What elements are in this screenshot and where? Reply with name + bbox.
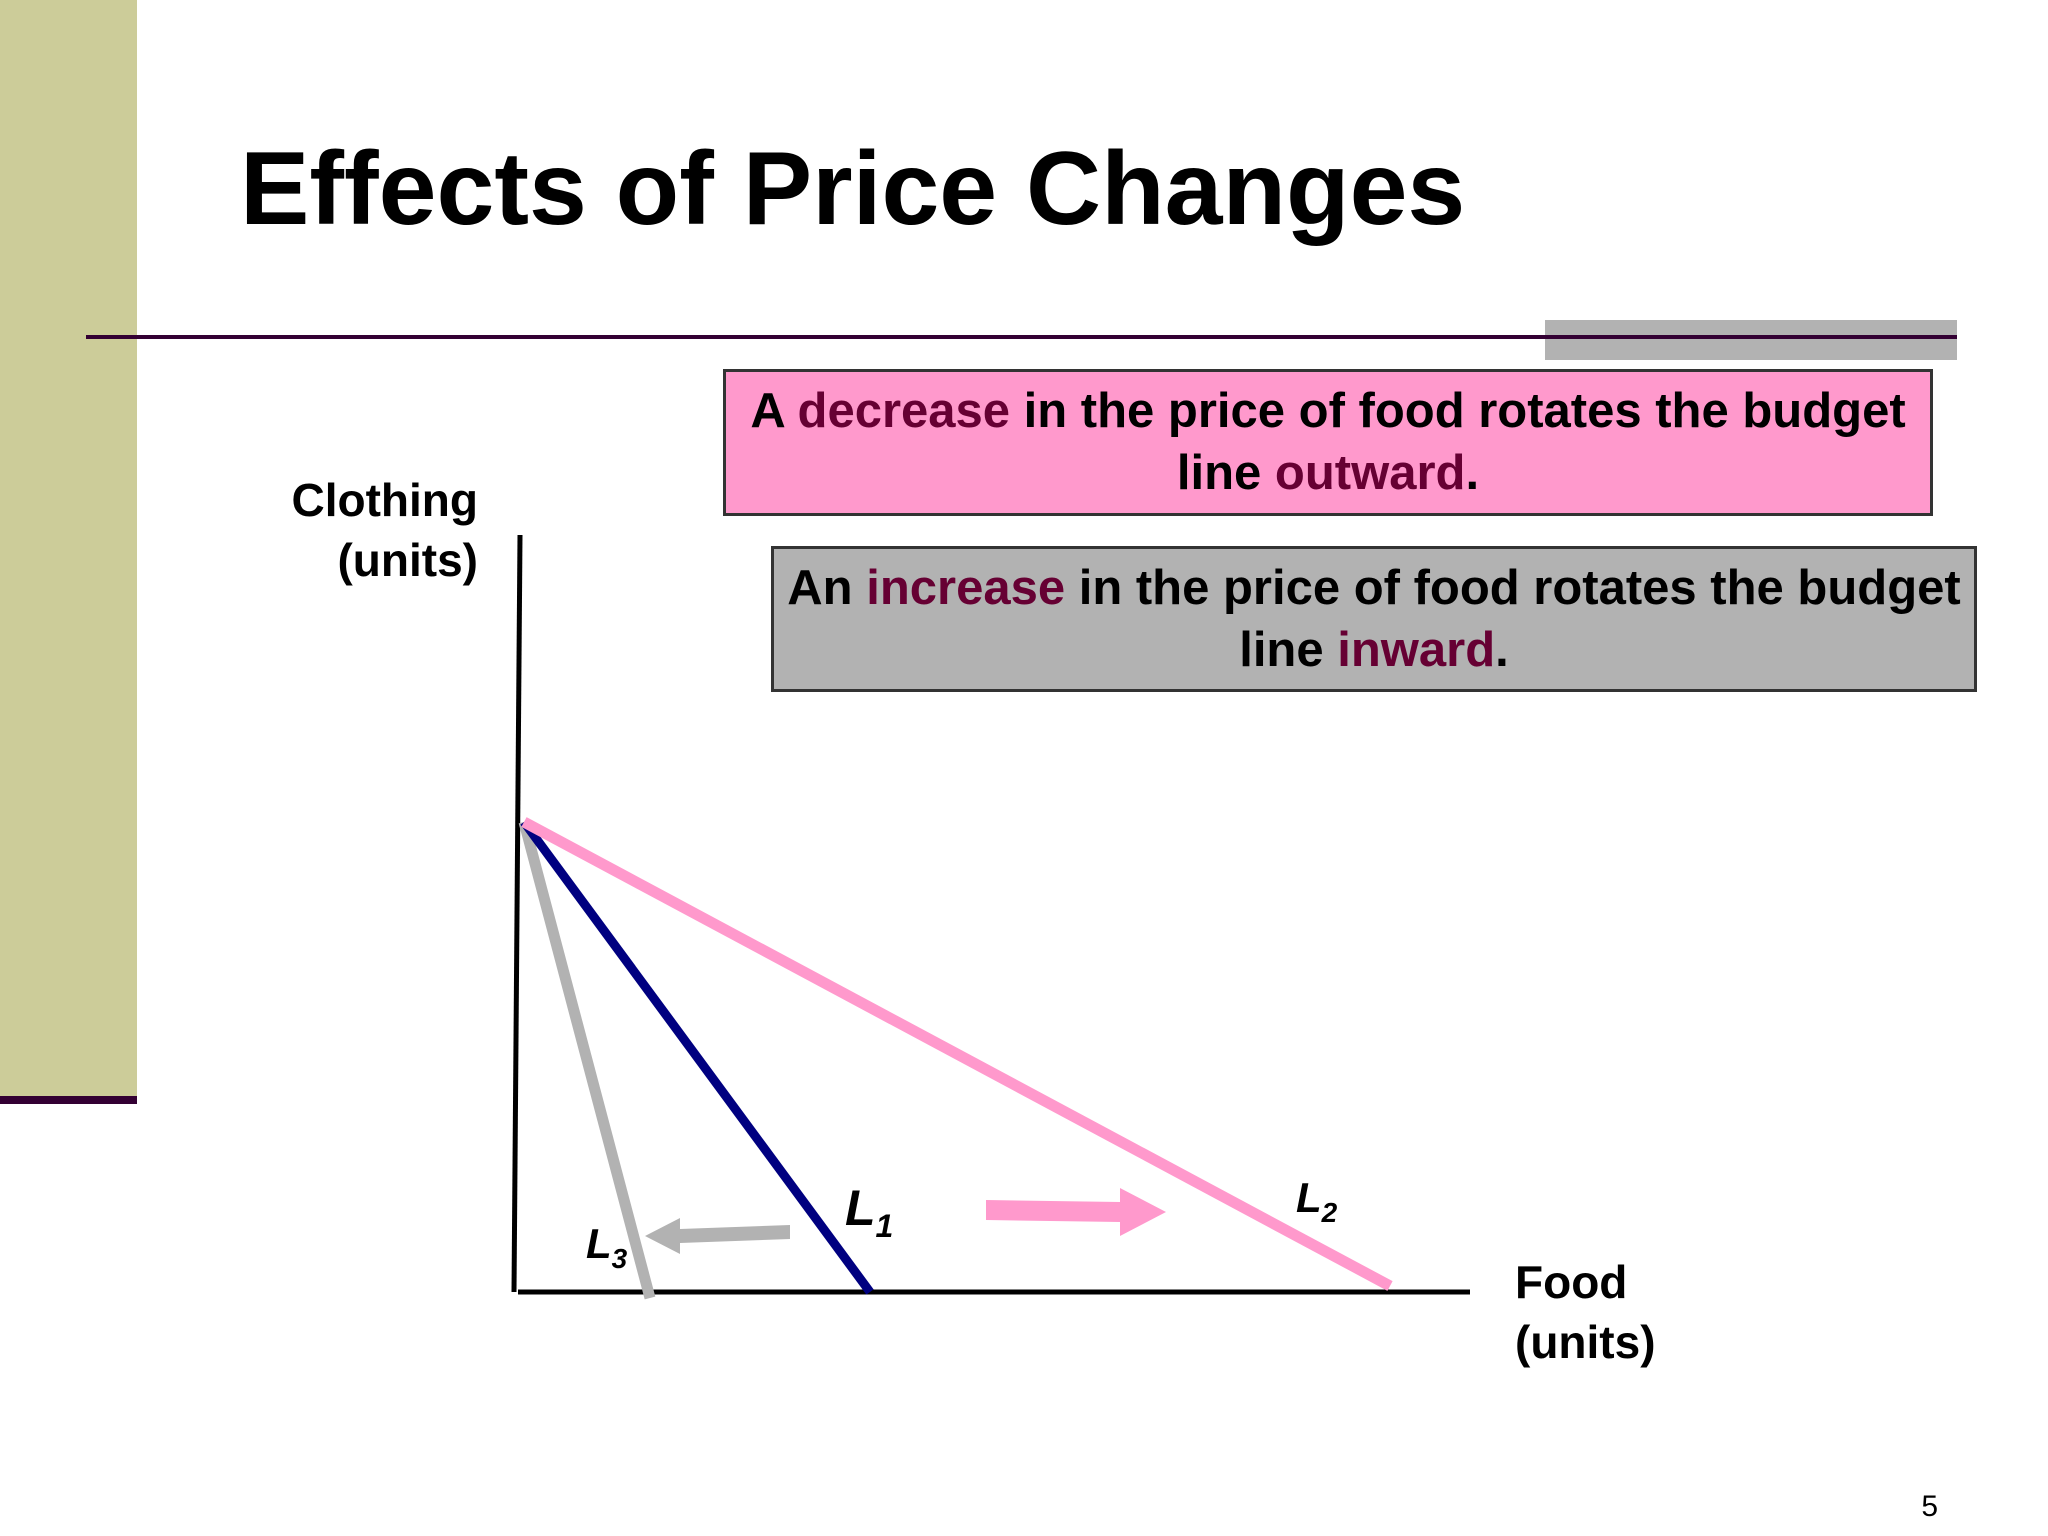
title-divider bbox=[86, 335, 1956, 339]
x-axis-label: Food (units) bbox=[1515, 1252, 1656, 1372]
callout-text: . bbox=[1465, 446, 1480, 500]
label-l3-subscript: 3 bbox=[612, 1243, 628, 1274]
label-l3: L3 bbox=[586, 1220, 628, 1274]
callout-text: in the price of food rotates the budget … bbox=[1065, 561, 1961, 677]
label-l1-subscript: 1 bbox=[876, 1208, 894, 1244]
y-axis bbox=[511, 534, 523, 1293]
x-axis-label-line1: Food bbox=[1515, 1256, 1628, 1308]
callout-highlight: increase bbox=[866, 561, 1066, 615]
sidebar-rule bbox=[0, 1096, 137, 1104]
callout-text: An bbox=[787, 561, 867, 615]
callout-text: . bbox=[1495, 623, 1509, 677]
label-l1-main: L bbox=[845, 1180, 876, 1236]
y-axis-label-line1: Clothing bbox=[291, 474, 479, 526]
label-l2-subscript: 2 bbox=[1321, 1197, 1338, 1228]
title-accent-bar bbox=[1545, 320, 1957, 360]
callout-increase: An increase in the price of food rotates… bbox=[771, 546, 1977, 692]
arrow-left-icon bbox=[645, 1218, 790, 1254]
callout-highlight: inward bbox=[1337, 623, 1496, 677]
callout-decrease: A decrease in the price of food rotates … bbox=[723, 369, 1933, 516]
sidebar-decoration bbox=[0, 0, 137, 1096]
y-axis-label-line2: (units) bbox=[337, 534, 478, 586]
title-accent-rule bbox=[1545, 335, 1957, 339]
callout-highlight: decrease bbox=[797, 384, 1011, 438]
label-l2-main: L bbox=[1296, 1174, 1322, 1221]
label-l2: L2 bbox=[1296, 1174, 1338, 1228]
budget-line-l2 bbox=[521, 817, 1393, 1291]
y-axis-label: Clothing (units) bbox=[292, 470, 479, 590]
x-axis-label-line2: (units) bbox=[1515, 1316, 1656, 1368]
label-l1: L1 bbox=[845, 1180, 893, 1244]
arrow-right-icon bbox=[986, 1188, 1166, 1236]
budget-line-l1 bbox=[520, 819, 874, 1295]
callout-text: in the price of food rotates the budget … bbox=[1010, 384, 1906, 500]
page-number: 5 bbox=[1921, 1490, 1938, 1523]
label-l3-main: L bbox=[586, 1220, 612, 1267]
budget-line-l3 bbox=[518, 820, 656, 1300]
callout-text: A bbox=[750, 384, 798, 438]
slide-title: Effects of Price Changes bbox=[240, 131, 1466, 247]
callout-highlight: outward bbox=[1274, 446, 1466, 500]
